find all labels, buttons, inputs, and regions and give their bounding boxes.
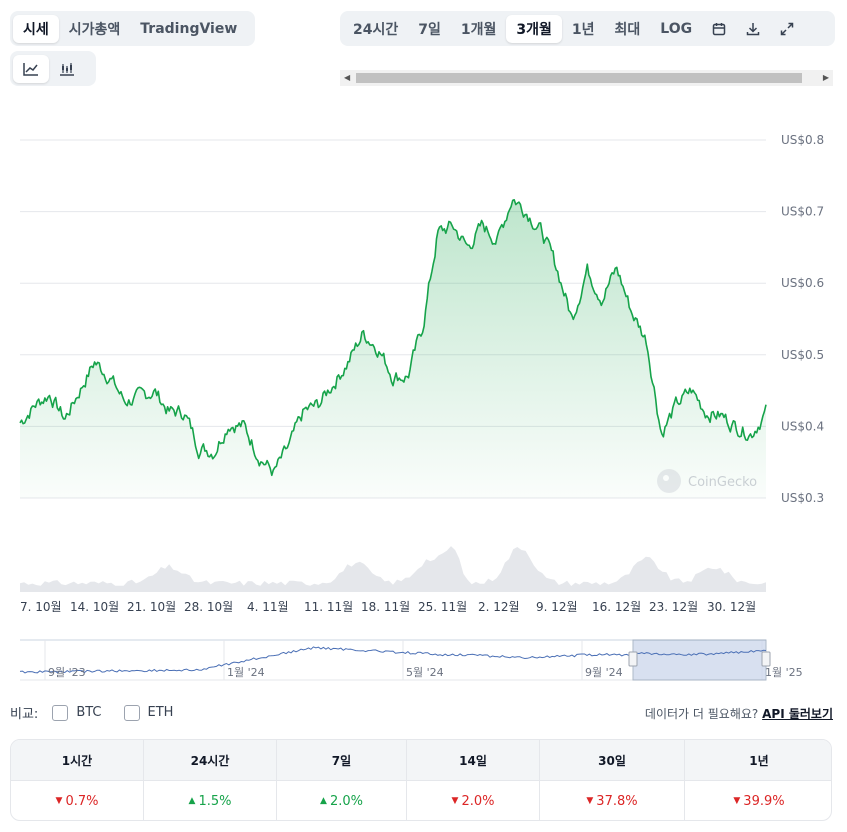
navigator-tick-label: 1월 '24 — [227, 666, 265, 679]
perf-header-1h: 1시간 — [11, 740, 144, 781]
y-tick-label: US$0.6 — [781, 276, 824, 290]
x-tick-label: 14. 10월 — [70, 600, 119, 614]
download-icon — [746, 22, 760, 35]
down-arrow-icon: ▼ — [586, 796, 594, 806]
chart-type-toggle — [10, 51, 96, 86]
range-7d[interactable]: 7일 — [418, 21, 441, 38]
navigator-handle-right[interactable] — [761, 651, 771, 667]
price-chart: US$0.8 US$0.7 US$0.6 US$0.5 US$0.4 US$0.3 7. … — [19, 133, 824, 681]
compare-row: 비교: BTC ETH — [10, 703, 173, 722]
up-arrow-icon: ▲ — [320, 796, 327, 806]
line-chart-button[interactable] — [13, 54, 49, 83]
fullscreen-icon — [780, 22, 794, 35]
y-tick-label: US$0.3 — [781, 491, 824, 505]
y-tick-label: US$0.7 — [781, 205, 824, 219]
x-tick-label: 30. 12월 — [707, 600, 756, 614]
perf-header-24h: 24시간 — [144, 740, 277, 781]
perf-value-1y: ▼ 39.9% — [733, 793, 785, 809]
calendar-button[interactable] — [702, 15, 736, 43]
compare-eth-label[interactable]: ETH — [147, 705, 174, 720]
navigator-tick-label: 9월 '24 — [585, 666, 623, 679]
x-tick-label: 11. 11월 — [304, 600, 353, 614]
x-tick-label: 28. 10월 — [184, 600, 233, 614]
navigator-tick-label: 5월 '24 — [406, 666, 444, 679]
x-tick-label: 21. 10월 — [127, 600, 176, 614]
down-arrow-icon: ▼ — [733, 796, 741, 806]
fullscreen-button[interactable] — [770, 15, 804, 43]
y-tick-label: US$0.5 — [781, 348, 824, 362]
tab-price[interactable]: 시세 — [13, 14, 59, 43]
x-tick-label: 7. 10월 — [20, 600, 62, 614]
x-tick-label: 25. 11월 — [418, 600, 467, 614]
perf-value-30d: ▼ 37.8% — [540, 781, 685, 820]
price-area — [20, 199, 766, 499]
candlestick-chart-button[interactable] — [49, 55, 85, 83]
perf-header-7d: 7일 — [277, 740, 407, 781]
y-tick-label: US$0.4 — [781, 419, 824, 433]
compare-btc-checkbox[interactable] — [52, 704, 69, 721]
scroll-right-icon[interactable]: ▶ — [822, 73, 829, 82]
perf-value-24h: ▲ 1.5% — [144, 781, 277, 820]
coingecko-watermark: CoinGecko — [657, 469, 757, 493]
range-1y[interactable]: 1년 — [571, 21, 595, 38]
perf-value-7d: ▲ 2.0% — [277, 781, 407, 820]
perf-value-14d: ▼ 2.0% — [407, 781, 540, 820]
range-3m[interactable]: 3개월 — [506, 14, 562, 43]
perf-header-30d: 30일 — [540, 740, 685, 781]
y-tick-label: US$0.8 — [781, 133, 824, 147]
perf-header-1y: 1년 — [685, 740, 831, 781]
up-arrow-icon: ▲ — [188, 796, 196, 806]
navigator-line — [19, 646, 767, 674]
navigator-selection[interactable] — [632, 639, 767, 681]
navigator[interactable]: 9월 '23 1월 '24 5월 '24 9월 '24 1월 '25 — [19, 639, 803, 681]
price-line — [19, 199, 767, 477]
x-tick-label: 18. 11월 — [361, 600, 410, 614]
x-tick-label: 9. 12월 — [536, 600, 578, 614]
compare-btc-label[interactable]: BTC — [76, 705, 102, 720]
x-tick-label: 16. 12월 — [592, 600, 641, 614]
x-tick-label: 2. 12월 — [478, 600, 520, 614]
x-tick-label: 4. 11월 — [247, 600, 289, 614]
tab-market-cap[interactable]: 시가총액 — [68, 21, 121, 38]
compare-eth-checkbox[interactable] — [123, 704, 140, 721]
x-tick-label: 23. 12월 — [649, 600, 698, 614]
scrollbar-thumb[interactable] — [356, 73, 802, 83]
range-max[interactable]: 최대 — [614, 21, 641, 38]
line-chart-icon — [23, 62, 38, 76]
candlestick-chart-icon — [60, 62, 74, 76]
download-button[interactable] — [736, 15, 770, 43]
horizontal-scrollbar[interactable]: ◀ ▶ — [340, 70, 833, 86]
navigator-tick-label: 1월 '25 — [765, 666, 803, 679]
volume-area — [20, 546, 766, 592]
calendar-icon — [712, 22, 726, 35]
api-link[interactable]: API 둘러보기 — [762, 707, 833, 721]
watermark-text: CoinGecko — [688, 475, 757, 490]
navigator-tick-label: 9월 '23 — [48, 666, 86, 679]
range-1m[interactable]: 1개월 — [460, 21, 497, 38]
down-arrow-icon: ▼ — [451, 796, 459, 806]
tab-tradingview[interactable]: TradingView — [140, 20, 238, 37]
api-promo: 데이터가 더 필요해요? API 둘러보기 — [645, 705, 833, 722]
down-arrow-icon: ▼ — [55, 796, 63, 806]
view-tabs: 시세 시가총액 TradingView — [10, 11, 255, 46]
range-selector: 24시간 7일 1개월 3개월 1년 최대 LOG — [340, 11, 835, 46]
perf-value-1h: ▼ 0.7% — [11, 781, 144, 820]
scroll-left-icon[interactable]: ◀ — [344, 73, 351, 82]
navigator-handle-left[interactable] — [628, 651, 638, 667]
range-log[interactable]: LOG — [660, 20, 693, 37]
compare-label: 비교: — [10, 707, 39, 722]
range-24h[interactable]: 24시간 — [353, 21, 399, 38]
api-promo-text: 데이터가 더 필요해요? — [644, 707, 759, 721]
perf-header-14d: 14일 — [407, 740, 540, 781]
performance-table: 1시간 24시간 7일 14일 30일 1년 ▼ 0.7% ▲ 1.5% ▲ 2.0%… — [10, 739, 832, 821]
